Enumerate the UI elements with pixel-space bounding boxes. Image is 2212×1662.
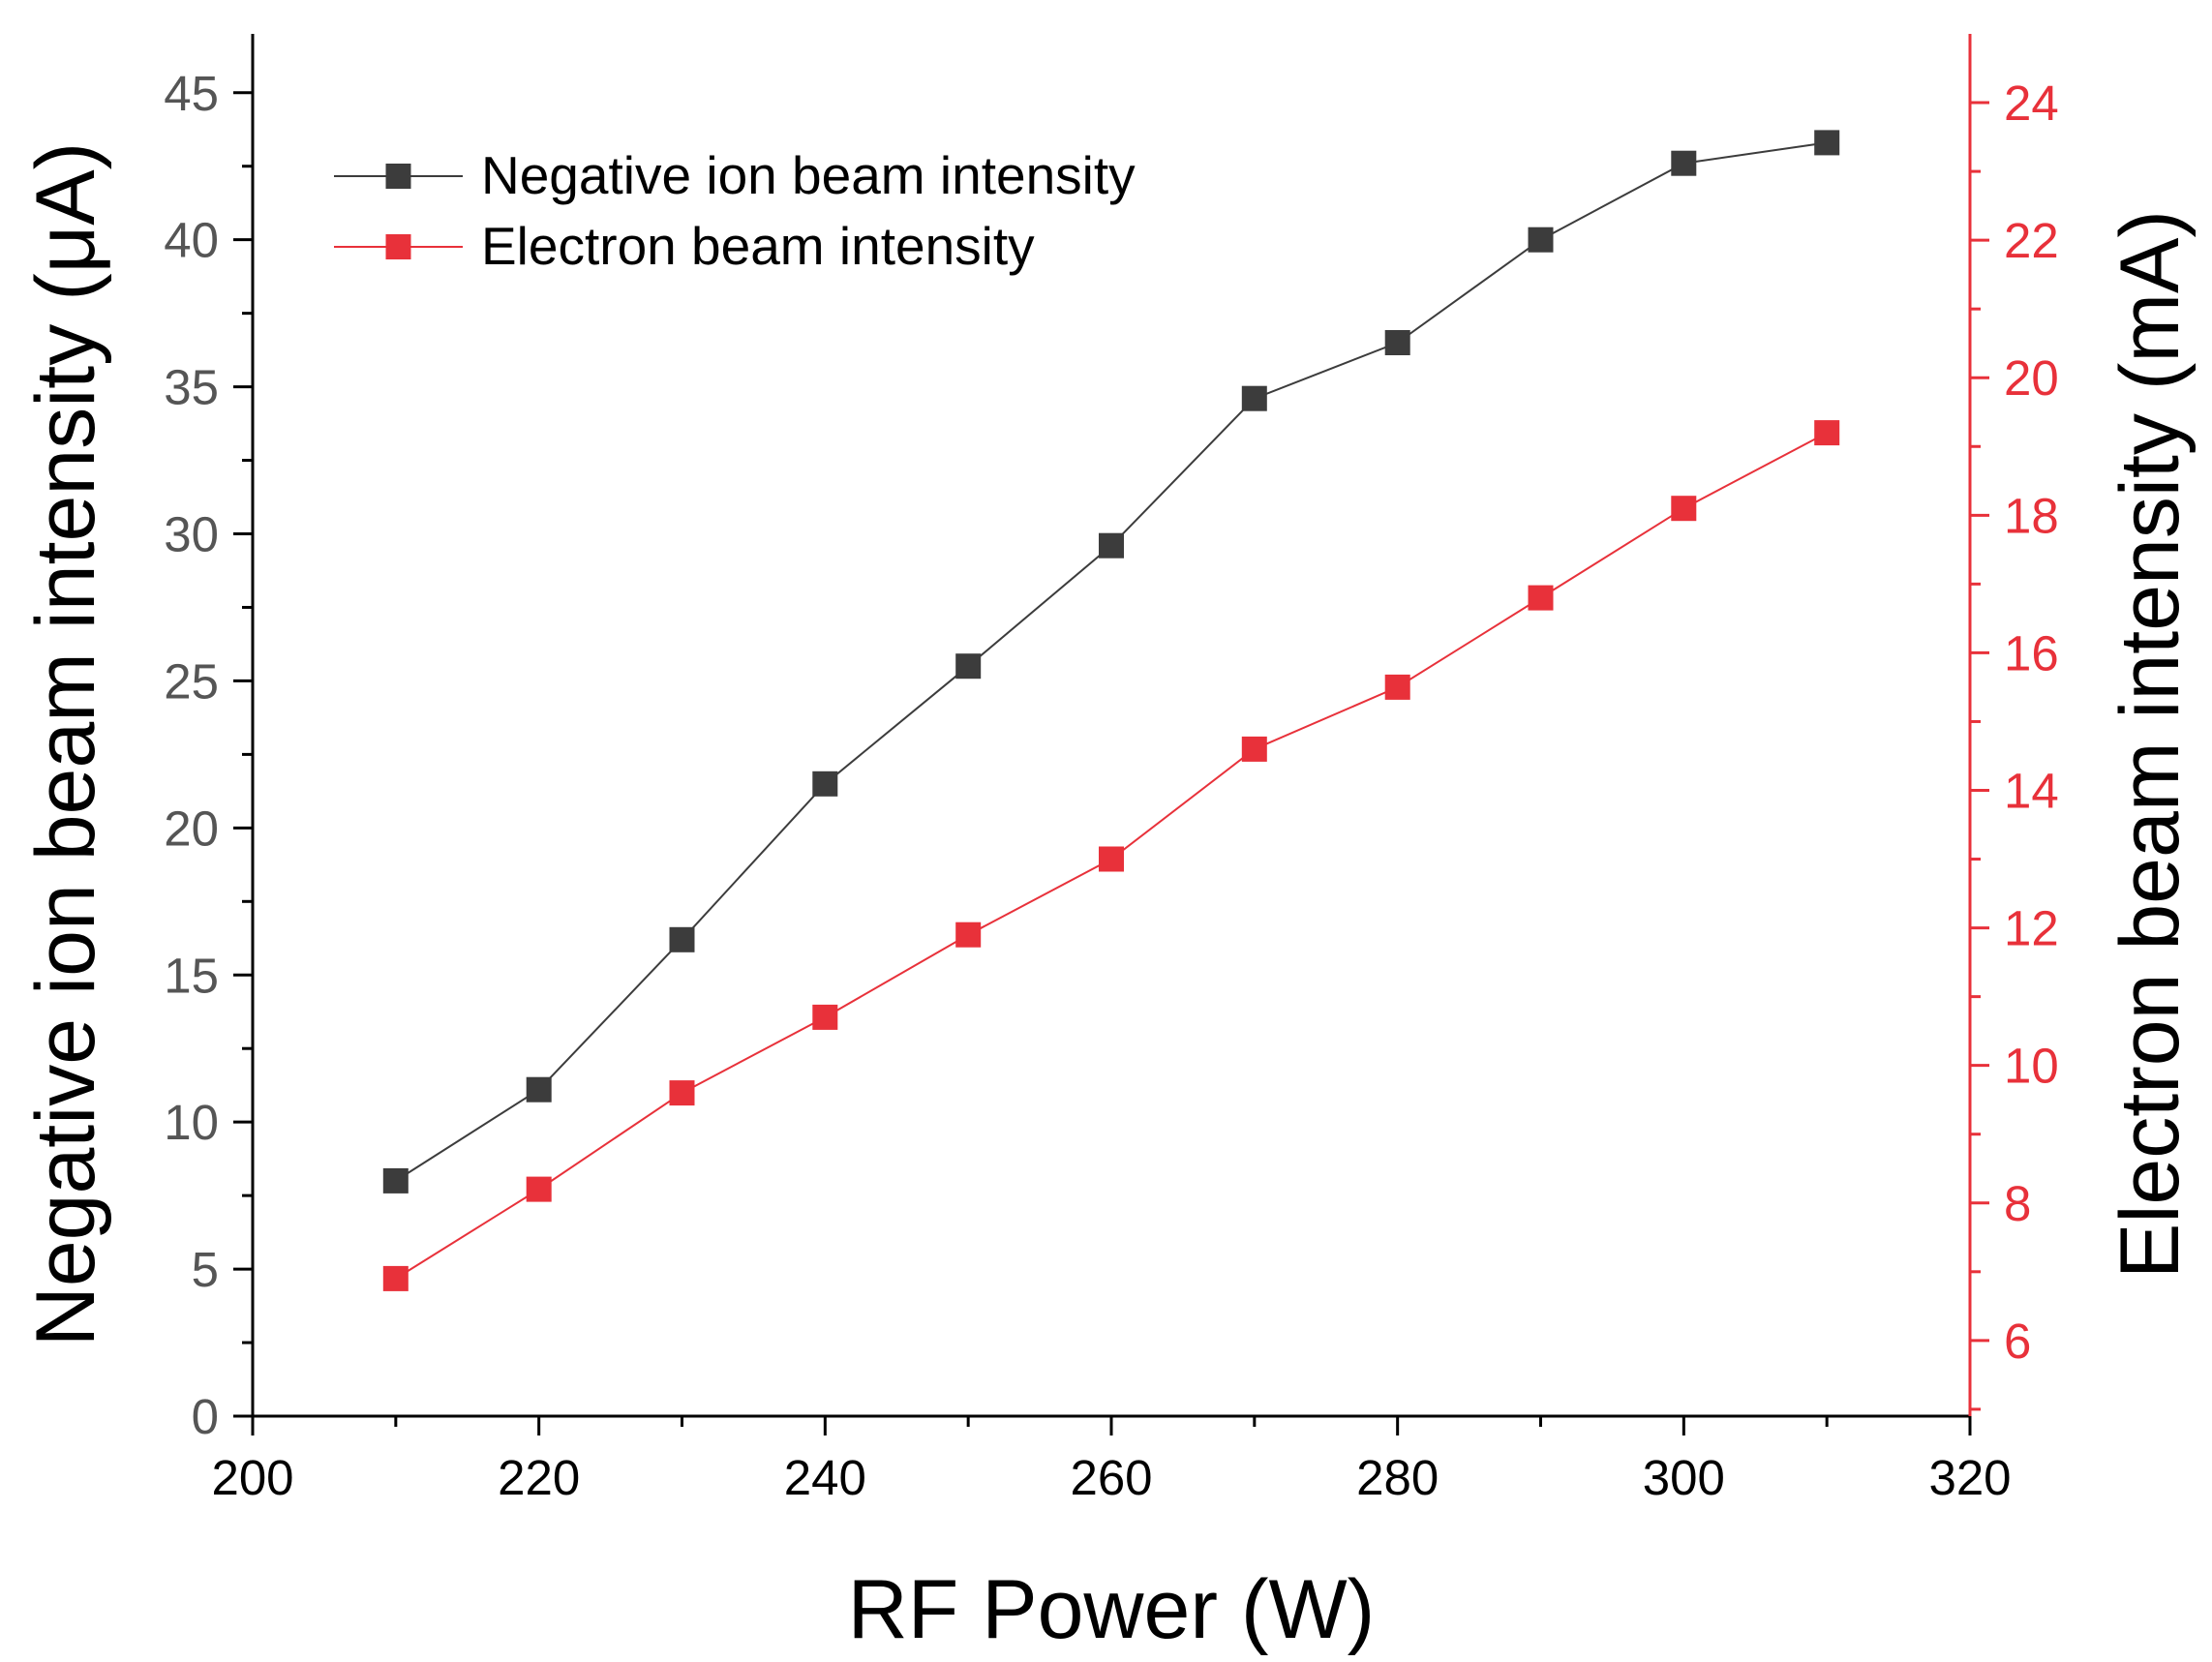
data-point-marker [669,1080,695,1106]
data-point-marker [1384,674,1410,700]
data-point-marker [1671,496,1697,522]
y-left-tick-label: 35 [164,360,219,415]
legend-marker [385,164,411,189]
y-left-tick-label: 20 [164,801,219,856]
series-2 [382,420,1840,1291]
data-point-marker [955,653,982,680]
data-point-marker [669,926,695,952]
x-tick-label: 260 [1070,1450,1152,1505]
data-point-marker [382,1265,409,1291]
legend-marker [385,234,411,259]
data-point-marker [1528,227,1554,253]
y-left-tick-label: 0 [192,1389,219,1444]
y-right-tick-label: 22 [2004,213,2059,268]
y-left-axis-title: Negative ion beam intensity (μA) [19,142,112,1347]
legend-item: Electron beam intensity [334,216,1035,276]
x-tick-label: 280 [1356,1450,1439,1505]
data-point-marker [1671,150,1697,176]
data-point-marker [526,1176,552,1202]
data-point-marker [382,1167,409,1194]
y-right-tick-label: 14 [2004,763,2059,818]
y-right-tick-label: 6 [2004,1314,2031,1369]
y-right-axis-title: Electron beam intensity (mA) [2104,210,2197,1279]
axes-layer: 200 220 240 260 280 300 320 0 5 10 15 20 25 30 35 40 45 6… [164,34,2059,1505]
y-right-tick-label: 12 [2004,901,2059,956]
y-left-tick-label: 30 [164,507,219,562]
data-point-marker [1814,130,1840,156]
data-point-marker [1099,532,1124,559]
series-1 [382,130,1840,1194]
series-layer [382,130,1840,1291]
data-point-marker [1384,330,1410,355]
x-axis-title: RF Power (W) [848,1563,1376,1656]
data-point-marker [1528,585,1554,611]
y-left-tick-label: 25 [164,653,219,709]
data-point-marker [1241,385,1267,411]
data-point-marker [526,1076,552,1103]
y-right-tick-label: 20 [2004,350,2059,406]
x-tick-label: 220 [498,1450,580,1505]
y-right-tick-label: 16 [2004,625,2059,680]
legend: Negative ion beam intensity Electron beam… [334,145,1136,276]
legend-item: Negative ion beam intensity [334,145,1136,205]
y-left-tick-label: 5 [192,1242,219,1297]
data-point-marker [1814,420,1840,446]
x-tick-label: 200 [211,1450,293,1505]
data-point-marker [1241,736,1267,762]
y-left-tick-label: 45 [164,66,219,121]
y-left-tick-label: 10 [164,1095,219,1150]
data-point-marker [812,1004,838,1030]
y-right-tick-label: 8 [2004,1176,2031,1231]
legend-label: Electron beam intensity [481,216,1035,276]
data-point-marker [812,771,838,797]
data-point-marker [1099,846,1124,872]
data-point-marker [955,922,982,948]
y-right-tick-label: 18 [2004,488,2059,543]
x-tick-label: 320 [1928,1450,2011,1505]
y-right-tick-label: 10 [2004,1039,2059,1094]
y-right-tick-label: 24 [2004,76,2059,131]
y-left-tick-label: 15 [164,948,219,1003]
y-left-tick-label: 40 [164,213,219,268]
legend-label: Negative ion beam intensity [481,145,1136,205]
x-tick-label: 240 [784,1450,866,1505]
x-tick-label: 300 [1643,1450,1725,1505]
